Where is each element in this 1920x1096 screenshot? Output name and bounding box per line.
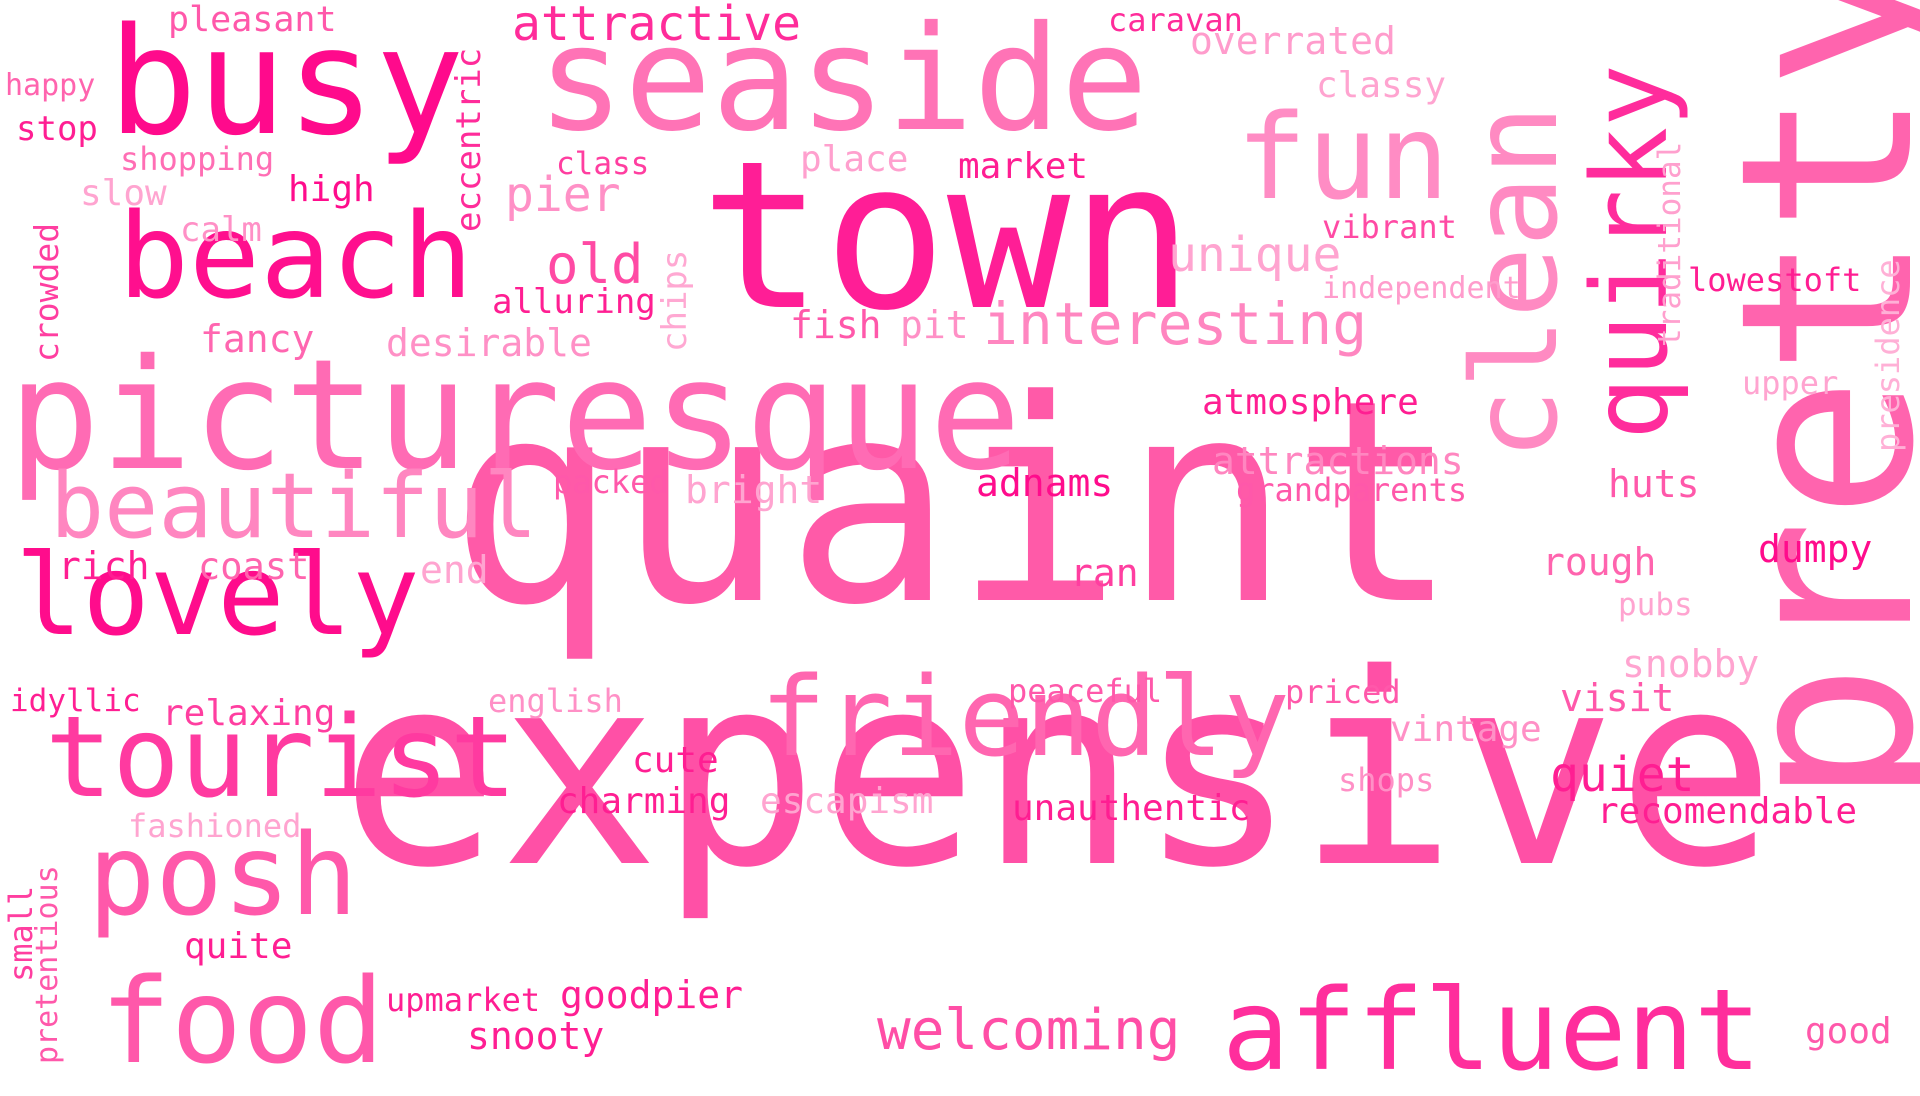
word-welcoming: welcoming — [877, 998, 1181, 1063]
word-high: high — [288, 169, 375, 210]
word-fun: fun — [1236, 88, 1450, 226]
word-quaint: quaint — [448, 341, 1460, 667]
word-visit: visit — [1560, 676, 1675, 720]
word-vintage: vintage — [1390, 709, 1542, 750]
word-eccentric: eccentric — [449, 47, 489, 232]
word-pit: pit — [900, 303, 969, 347]
word-crowded: crowded — [27, 222, 66, 362]
word-traditional: traditional — [1652, 141, 1688, 347]
word-quiet: quiet — [1550, 747, 1695, 803]
word-busy: busy — [108, 0, 465, 168]
word-relaxing: relaxing — [162, 693, 336, 734]
word-pleasant: pleasant — [168, 0, 337, 40]
word-coast: coast — [198, 545, 310, 588]
word-lovely: lovely — [15, 531, 420, 661]
word-stop: stop — [16, 109, 98, 149]
word-atmosphere: atmosphere — [1202, 382, 1419, 423]
word-desirable: desirable — [386, 321, 592, 365]
word-food: food — [100, 952, 385, 1090]
word-old: old — [546, 233, 644, 296]
word-fashioned: fashioned — [128, 807, 302, 845]
word-escapism: escapism — [760, 781, 934, 822]
word-peaceful: peaceful — [1008, 672, 1163, 710]
word-friendly: friendly — [760, 653, 1290, 781]
word-upper: upper — [1742, 364, 1839, 402]
word-unique: unique — [1168, 227, 1342, 283]
word-beach: beach — [118, 187, 474, 325]
word-alluring: alluring — [492, 282, 656, 322]
word-tourist: tourist — [45, 693, 518, 823]
word-fish: fish — [790, 303, 882, 347]
word-shops: shops — [1338, 761, 1435, 799]
word-overrated: overrated — [1190, 19, 1396, 63]
word-classy: classy — [1316, 65, 1447, 106]
word-interesting: interesting — [983, 290, 1368, 358]
word-pier: pier — [505, 167, 621, 223]
word-upmarket: upmarket — [386, 981, 541, 1019]
word-snooty: snooty — [467, 1014, 605, 1058]
word-huts: huts — [1608, 462, 1700, 506]
word-snobby: snobby — [1622, 642, 1760, 686]
word-idyllic: idyllic — [10, 683, 141, 719]
word-cute: cute — [632, 740, 719, 781]
word-happy: happy — [5, 68, 96, 103]
word-recomendable: recomendable — [1597, 791, 1858, 832]
word-pretentious: pretentious — [30, 865, 65, 1064]
word-english: english — [488, 682, 623, 720]
word-town: town — [700, 118, 1194, 356]
word-presidence: presidence — [1869, 259, 1907, 452]
word-expensive: expensive — [340, 618, 1776, 926]
word-ran: ran — [1070, 551, 1139, 595]
word-quite: quite — [184, 926, 293, 967]
word-picturesque: picturesque — [8, 327, 1022, 505]
word-fancy: fancy — [200, 317, 315, 361]
word-good: good — [1805, 1011, 1892, 1052]
word-goodpier: goodpier — [560, 973, 744, 1017]
word-rich: rich — [58, 544, 150, 588]
word-vibrant: vibrant — [1322, 208, 1457, 246]
word-class: class — [556, 146, 650, 182]
word-beautiful: beautiful — [50, 454, 538, 559]
word-chips: chips — [655, 249, 695, 352]
word-affluent: affluent — [1222, 966, 1762, 1096]
word-attractions: attractions — [1212, 439, 1464, 483]
word-charming: charming — [557, 781, 731, 822]
word-unauthentic: unauthentic — [1012, 788, 1251, 829]
word-dumpy: dumpy — [1758, 527, 1873, 571]
word-seaside: seaside — [537, 0, 1149, 164]
word-bright: bright — [685, 468, 823, 512]
word-attractive: attractive — [512, 0, 801, 52]
word-rough: rough — [1542, 540, 1657, 584]
word-lowestoft: lowestoft — [1688, 261, 1862, 299]
word-shopping: shopping — [120, 140, 275, 178]
word-independent: independent — [1322, 271, 1521, 306]
word-packed: packed — [553, 463, 669, 501]
word-pubs: pubs — [1618, 587, 1693, 623]
word-end: end — [420, 548, 489, 592]
word-place: place — [800, 139, 909, 180]
word-slow: slow — [80, 173, 167, 214]
word-posh: posh — [88, 811, 358, 941]
word-caravan: caravan — [1108, 1, 1243, 39]
word-priced: priced — [1285, 673, 1401, 711]
word-calm: calm — [180, 210, 262, 250]
word-adnams: adnams — [976, 461, 1114, 505]
word-grandparents: grandparents — [1236, 471, 1468, 509]
word-market: market — [958, 146, 1089, 187]
